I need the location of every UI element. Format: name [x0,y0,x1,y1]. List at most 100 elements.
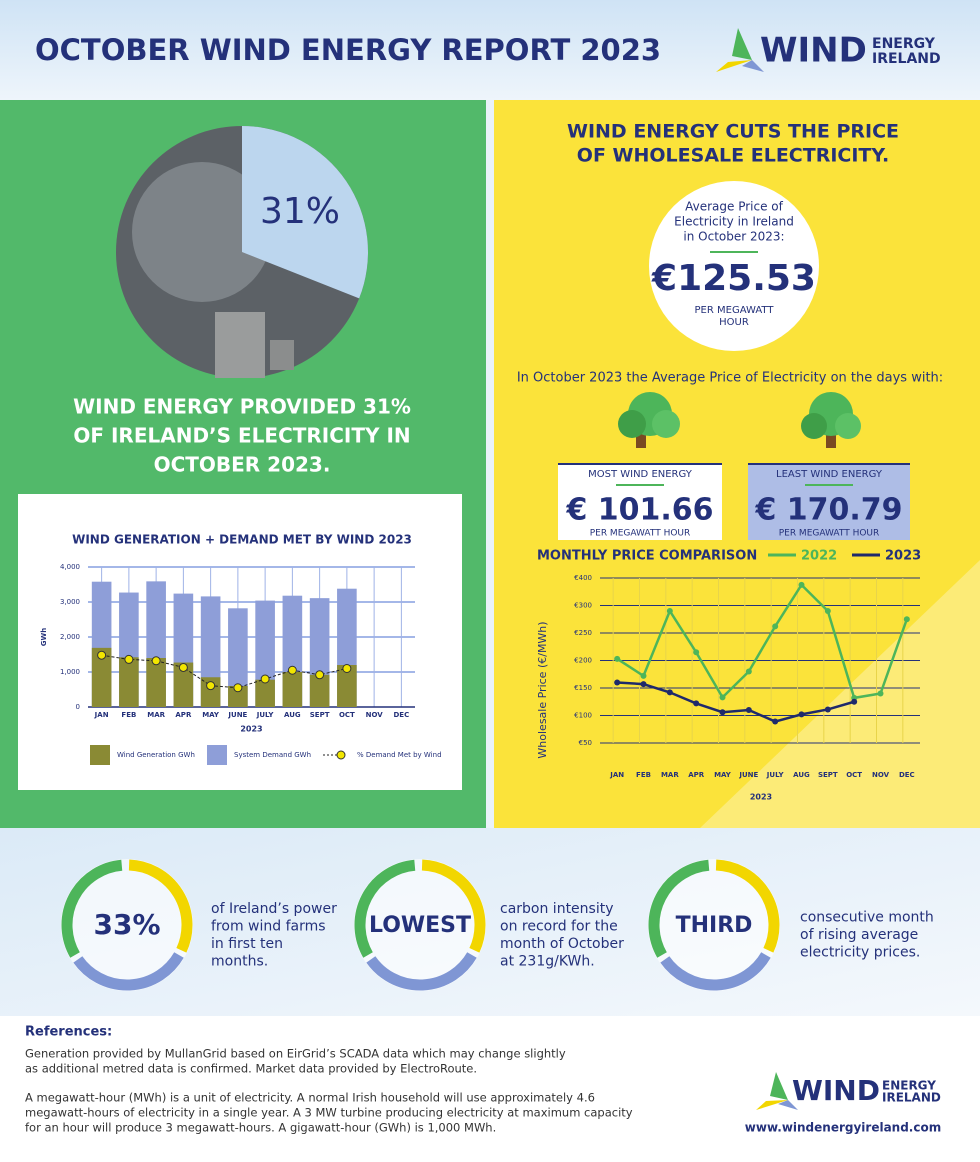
stat-text: in first ten [211,936,283,952]
line-marker [640,672,647,679]
references-bg [0,1016,980,1162]
logo-line: ENERGY [882,1079,936,1093]
box-unit: PER MEGAWATT HOUR [779,529,880,539]
y-axis-label: Wholesale Price (€/MWh) [536,621,549,758]
logo: WIND ENERGY IRELAND [716,28,941,72]
x-tick-label: MAY [714,771,732,779]
x-tick-label: APR [175,711,192,719]
line-marker [772,718,779,725]
stat-text: on record for the [500,918,618,934]
ring-arc [73,952,184,991]
pie-label: 31% [260,191,340,232]
line-marker [693,700,700,707]
bar [255,679,275,707]
bar [200,677,221,707]
y-tick-label: €50 [579,739,592,747]
line-marker [851,698,858,705]
stat-text: of rising average [800,927,918,943]
logo-word: WIND [792,1074,880,1107]
line-marker [206,681,216,691]
bar [119,657,139,707]
line-marker [178,662,188,672]
x-tick-label: SEPT [310,711,330,719]
line-marker [798,581,805,588]
x-tick-label: AUG [284,711,301,719]
legend-label: System Demand GWh [234,751,311,759]
ring-arc [421,859,486,953]
bar [282,672,303,707]
box-unit: PER MEGAWATT HOUR [590,529,691,539]
ref-line: A megawatt-hour (MWh) is a unit of elect… [25,1091,595,1105]
line-marker [877,690,884,697]
pie-slice [242,126,369,299]
bar [173,662,194,707]
y-tick-label: €250 [574,629,592,637]
ref-line: for an hour will produce 3 megawatt-hour… [25,1121,496,1135]
smoke [132,162,272,302]
box-value: € 101.66 [565,493,713,528]
bar [146,658,166,707]
x-tick-label: DEC [394,711,410,719]
box-label: LEAST WIND ENERGY [776,469,883,480]
logo-line: IRELAND [872,51,941,67]
ring-arc [128,859,193,953]
ring-arc [61,859,123,958]
line-marker [719,694,726,701]
headline: OF IRELAND’S ELECTRICITY IN [73,424,410,448]
y-tick-label: 1,000 [60,668,80,676]
avg-unit: HOUR [719,317,749,328]
y-tick-label: 0 [76,703,80,711]
bar-chart: WIND GENERATION + DEMAND MET BY WIND 202… [40,533,442,765]
x-tick-label: SEPT [818,771,838,779]
line-marker [745,707,752,713]
x-tick-label: NOV [872,771,890,779]
series-line [101,654,347,689]
stat-text: from wind farms [211,918,326,934]
stat-text: month of October [500,936,624,952]
x-tick-label: FEB [636,771,651,779]
line-marker [342,664,352,673]
y-tick-label: €100 [574,712,592,720]
line-marker [824,706,831,713]
y-tick-label: €200 [574,657,592,665]
url[interactable]: www.windenergyireland.com [745,1121,941,1135]
logo-line: IRELAND [882,1091,941,1105]
avg-label: Average Price of [685,200,784,214]
intro: In October 2023 the Average Price of Ele… [517,371,943,386]
y-tick-label: 2,000 [60,633,80,641]
line-chart: MONTHLY PRICE COMPARISON €50 €100 €150 €200 €… [536,549,921,802]
footer-logo: WIND ENERGY IRELAND [756,1072,941,1110]
x-tick-label: JAN [94,711,109,719]
x-tick-label: MAR [661,771,679,779]
x-tick-label: FEB [121,711,136,719]
bar [91,647,112,707]
x-tick-label: MAY [202,711,220,719]
ring-arc [354,859,416,958]
line-marker [666,608,673,614]
x-tick-label: JULY [766,771,785,779]
section-title: WIND ENERGY CUTS THE PRICE [567,121,899,143]
page-title: OCTOBER WIND ENERGY REPORT 2023 [35,33,661,67]
light-patch [700,560,980,828]
ring-arc [366,952,477,991]
ref-line: megawatt-hours of electricity in a singl… [25,1106,633,1120]
y-tick-label: 3,000 [60,598,80,606]
pie-chart: 31% [116,126,369,378]
line-marker [640,681,647,688]
logo-line: ENERGY [872,36,936,52]
chart-title: MONTHLY PRICE COMPARISON [537,549,757,564]
line-marker [97,650,107,660]
avg-label: in October 2023: [683,230,784,244]
line-marker [315,670,325,680]
line-marker [903,616,910,623]
y-axis-label: GWh [40,628,48,646]
stat-value: LOWEST [369,913,471,938]
x-tick-label: OCT [339,711,355,719]
line-marker [745,668,752,675]
x-axis-label: 2023 [750,793,772,802]
x-tick-label: OCT [846,771,862,779]
x-tick-label: JUNE [738,771,758,779]
ref-line: Generation provided by MullanGrid based … [25,1047,566,1061]
